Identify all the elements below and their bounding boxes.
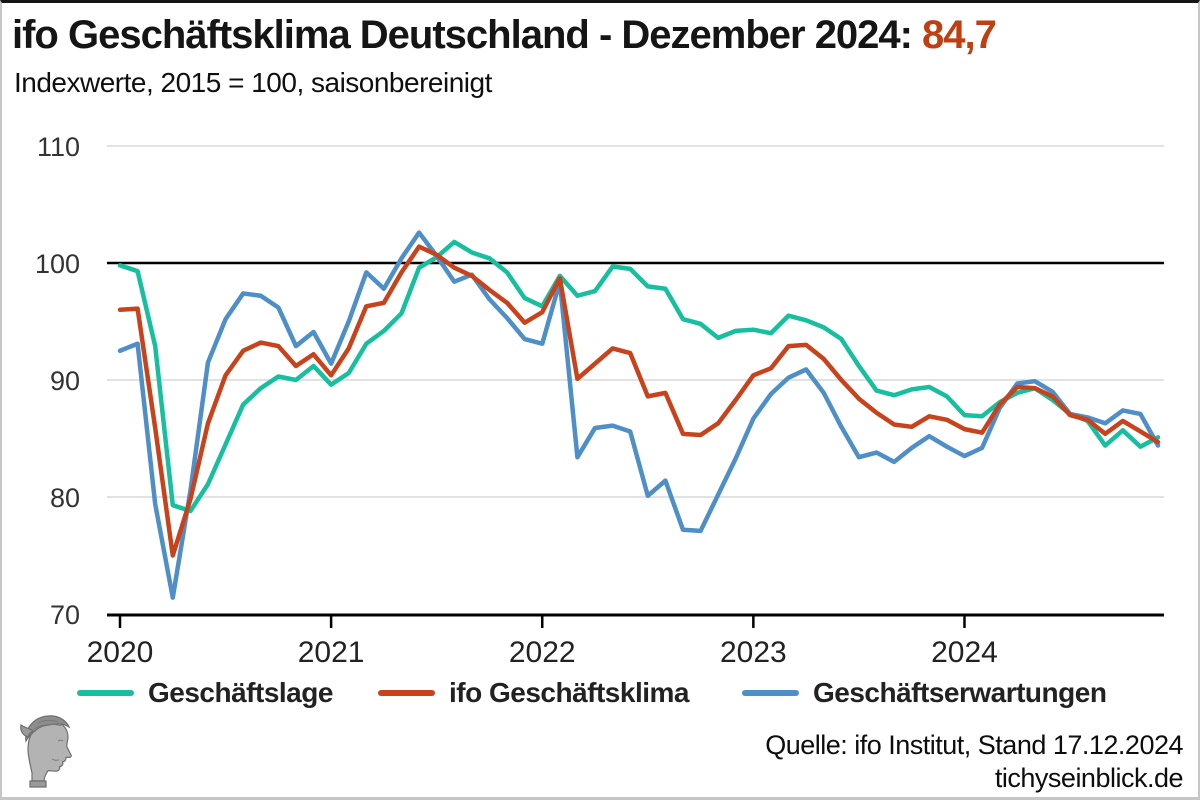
y-tick-label: 70 <box>50 600 80 630</box>
legend-item-ifo-geschaeftsklima: ifo Geschäftsklima <box>378 677 689 709</box>
y-tick-label: 100 <box>35 249 80 279</box>
title-value: 84,7 <box>922 13 997 57</box>
source-note: Quelle: ifo Institut, Stand 17.12.2024 t… <box>765 729 1183 795</box>
cap-hatch-line <box>37 719 59 724</box>
hermes-cap-wing <box>20 723 35 738</box>
legend-label: Geschäftserwartungen <box>813 677 1107 708</box>
legend-label: ifo Geschäftsklima <box>449 677 689 708</box>
legend-label: Geschäftslage <box>148 677 333 708</box>
legend-line-swatch-red <box>378 690 435 696</box>
x-tick-label: 2020 <box>87 636 154 669</box>
mouth-line <box>51 758 60 761</box>
tichys-einblick-hermes-logo <box>20 715 72 788</box>
brow-line <box>57 739 64 742</box>
x-tick-label: 2024 <box>931 636 998 669</box>
source-line: Quelle: ifo Institut, Stand 17.12.2024 <box>765 730 1183 760</box>
line-chart: 2020 2021 2022 2023 2024 110 100 90 80 70 <box>35 132 1164 669</box>
legend-line-swatch-teal <box>77 690 134 696</box>
series-line-gesch-ftslage <box>117 239 1161 514</box>
cap-hatch-line <box>33 723 62 730</box>
site-line: tichyseinblick.de <box>994 763 1184 793</box>
page-title: ifo Geschäftsklima Deutschland - Dezembe… <box>12 13 1192 58</box>
legend: Geschäftslage ifo Geschäftsklima Geschäf… <box>2 677 1198 711</box>
legend-item-geschaeftserwartungen: Geschäftserwartungen <box>742 677 1107 709</box>
legend-line-swatch-blue <box>742 690 799 696</box>
x-tick-label: 2021 <box>298 636 365 669</box>
y-tick-label: 90 <box>50 366 80 396</box>
legend-item-geschaeftslage: Geschäftslage <box>77 677 333 709</box>
hermes-bust-base <box>29 780 47 788</box>
y-tick-label: 110 <box>37 132 80 162</box>
chart-subtitle: Indexwerte, 2015 = 100, saisonbereinigt <box>14 67 492 98</box>
x-tick-label: 2022 <box>509 636 576 669</box>
series-line-gesch-ftserwartungen <box>117 230 1161 600</box>
hermes-cap <box>25 715 71 743</box>
series-line-ifo-gesch-ftsklima <box>117 244 1161 558</box>
x-tick-label: 2023 <box>720 636 787 669</box>
y-tick-label: 80 <box>50 483 80 513</box>
title-text: ifo Geschäftsklima Deutschland - Dezembe… <box>12 13 913 57</box>
